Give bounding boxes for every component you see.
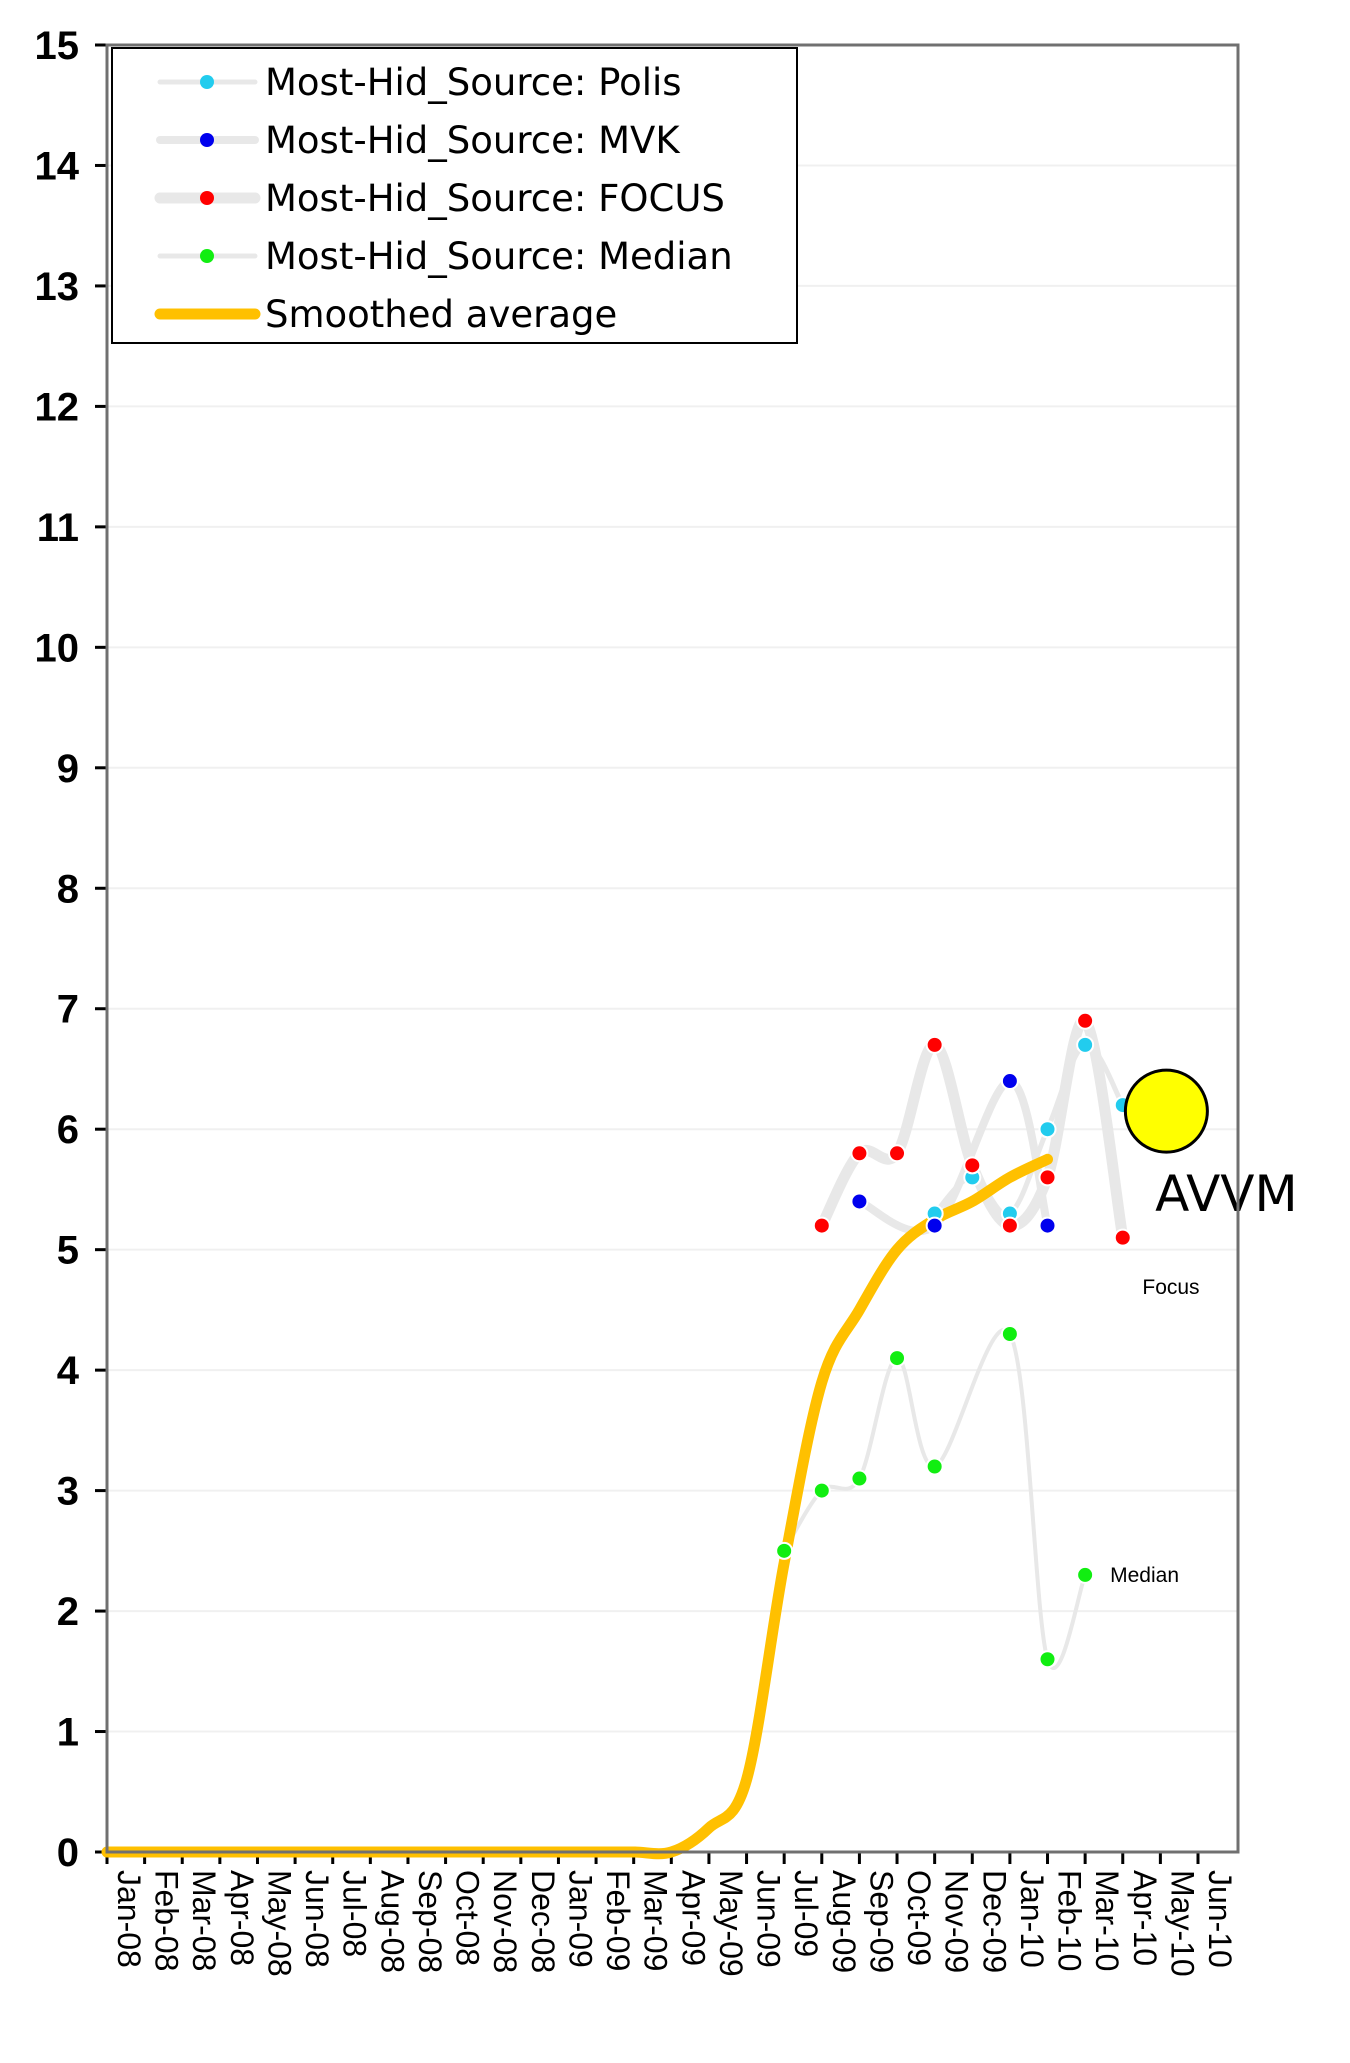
annotation-label: AVVM: [1155, 1165, 1298, 1223]
y-tick-label: 10: [35, 626, 80, 670]
data-point: [925, 1216, 944, 1235]
data-point: [1076, 1565, 1095, 1584]
avvm-marker: [1123, 1068, 1209, 1154]
data-point: [1038, 1168, 1057, 1187]
y-tick-label: 4: [57, 1349, 80, 1393]
x-tick-label: Mar-10: [1089, 1870, 1125, 1971]
y-tick-label: 1: [57, 1711, 79, 1755]
x-tick-label: Nov-08: [487, 1870, 523, 1973]
data-point: [812, 1481, 831, 1500]
y-tick-label: 2: [57, 1590, 79, 1634]
x-tick-label: Apr-10: [1127, 1870, 1163, 1966]
y-tick-label: 3: [57, 1470, 79, 1514]
legend-swatch-marker: [200, 249, 214, 263]
data-point: [850, 1192, 869, 1211]
x-tick-label: Oct-09: [901, 1870, 937, 1966]
legend-entry: Most-Hid_Source: MVK: [265, 119, 681, 162]
x-tick-label: Apr-08: [224, 1870, 260, 1966]
legend-swatch-marker: [200, 133, 214, 147]
y-tick-label: 6: [57, 1108, 79, 1152]
data-point: [1038, 1216, 1057, 1235]
smoothed-average-line: [101, 1153, 1054, 1860]
y-tick-label: 13: [35, 265, 80, 309]
data-point: [1038, 1650, 1057, 1669]
x-tick-label: Jul-08: [337, 1870, 373, 1957]
data-point: [963, 1156, 982, 1175]
x-tick-label: Jul-09: [788, 1870, 824, 1957]
x-tick-label: Aug-09: [826, 1870, 862, 1973]
x-tick-label: Jan-08: [111, 1870, 147, 1968]
data-point: [850, 1469, 869, 1488]
x-tick-label: May-09: [713, 1870, 749, 1977]
x-tick-label: Apr-09: [675, 1870, 711, 1966]
data-point: [1076, 1011, 1095, 1030]
annotation-label: Focus: [1142, 1276, 1199, 1299]
series-lines: [101, 1015, 1129, 1860]
data-point: [1076, 1035, 1095, 1054]
y-tick-label: 11: [37, 506, 79, 550]
data-point: [888, 1144, 907, 1163]
data-point: [850, 1144, 869, 1163]
data-point: [1000, 1072, 1019, 1091]
data-point: [1113, 1228, 1132, 1247]
x-tick-label: Jan-10: [1014, 1870, 1050, 1968]
x-tick-label: Feb-09: [600, 1870, 636, 1971]
data-point: [925, 1035, 944, 1054]
data-point: [925, 1457, 944, 1476]
x-tick-label: Feb-08: [149, 1870, 185, 1971]
x-tick-label: Aug-08: [374, 1870, 410, 1973]
x-tick-label: Feb-10: [1052, 1870, 1088, 1971]
x-tick-label: Jun-09: [751, 1870, 787, 1968]
legend-entry: Smoothed average: [265, 293, 617, 336]
y-tick-label: 0: [57, 1831, 79, 1875]
legend-swatch-marker: [200, 75, 214, 89]
legend-swatch-marker: [200, 191, 214, 205]
y-tick-label: 14: [35, 144, 80, 188]
y-tick-label: 9: [57, 747, 79, 791]
x-tick-label: Sep-08: [412, 1870, 448, 1973]
data-point: [888, 1349, 907, 1368]
annotations: AVVM Focus Median: [1110, 1068, 1298, 1587]
y-tick-label: 5: [57, 1229, 79, 1273]
x-tick-label: Jun-10: [1202, 1870, 1238, 1968]
x-tick-label: Mar-08: [186, 1870, 222, 1971]
data-point: [1000, 1324, 1019, 1343]
legend-entry: Most-Hid_Source: Polis: [265, 61, 682, 104]
x-tick-label: Mar-09: [638, 1870, 674, 1971]
data-point: [812, 1216, 831, 1235]
annotation-label: Median: [1110, 1564, 1179, 1587]
x-tick-label: Nov-09: [939, 1870, 975, 1973]
series-line: [782, 1328, 1088, 1670]
legend-entry: Most-Hid_Source: FOCUS: [265, 177, 725, 220]
plot-frame: [105, 43, 1240, 1854]
y-tick-label: 8: [57, 867, 79, 911]
data-point: [1000, 1216, 1019, 1235]
x-tick-label: Jan-09: [562, 1870, 598, 1968]
x-tick-label: May-10: [1164, 1870, 1200, 1977]
legend: Most-Hid_Source: Polis Most-Hid_Source: M…: [111, 47, 798, 344]
x-tick-label: Oct-08: [450, 1870, 486, 1966]
series-markers: [775, 1011, 1132, 1669]
y-tick-label: 12: [35, 385, 80, 429]
x-tick-label: Sep-09: [863, 1870, 899, 1973]
legend-entry: Most-Hid_Source: Median: [265, 235, 733, 278]
x-tick-label: May-08: [261, 1870, 297, 1977]
x-axis: Jan-08 Feb-08 Mar-08 Apr-08 May-08 Jun-08 Jul-…: [95, 1850, 1238, 1977]
x-tick-label: Dec-09: [976, 1870, 1012, 1973]
data-point: [775, 1541, 794, 1560]
series-line: [855, 1077, 1052, 1236]
data-point: [1038, 1120, 1057, 1139]
x-tick-label: Jun-08: [299, 1870, 335, 1968]
y-tick-label: 7: [57, 988, 79, 1032]
y-tick-label: 15: [35, 24, 80, 68]
x-tick-label: Dec-08: [525, 1870, 561, 1973]
